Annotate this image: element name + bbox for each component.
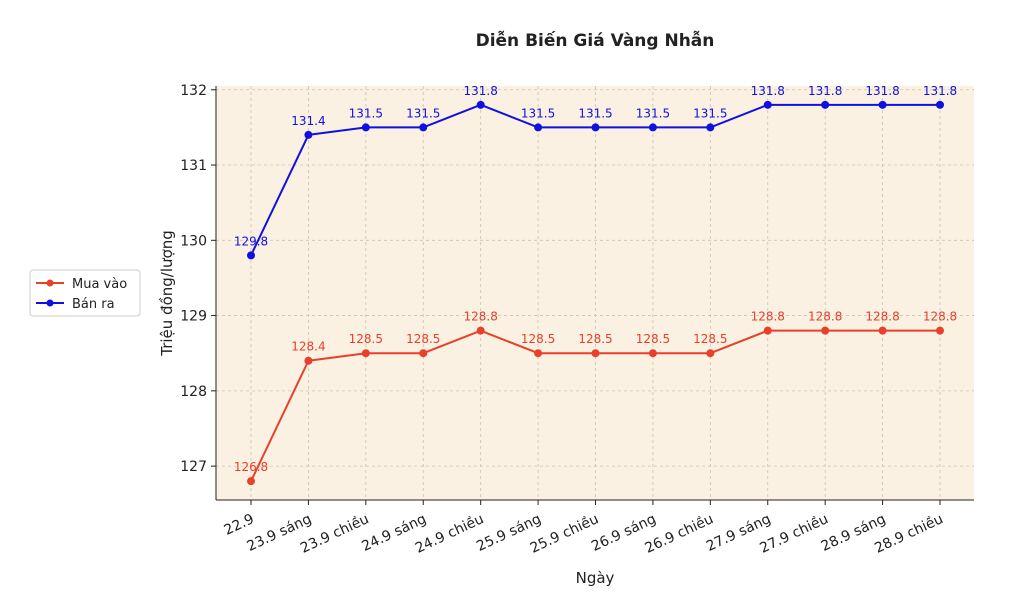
data-label: 131.8 xyxy=(751,84,785,98)
data-label: 128.5 xyxy=(406,332,440,346)
y-tick-label: 129 xyxy=(180,309,207,325)
data-label: 128.8 xyxy=(463,310,497,324)
legend-item-sell: Bán ra xyxy=(36,297,115,312)
data-point xyxy=(763,326,772,335)
y-tick-label: 128 xyxy=(180,384,207,400)
chart-title: Diễn Biến Giá Vàng Nhẫn xyxy=(476,29,715,51)
data-label: 126.8 xyxy=(234,460,268,474)
data-point xyxy=(821,100,830,109)
data-label: 128.5 xyxy=(521,332,555,346)
data-point xyxy=(763,100,772,109)
data-point xyxy=(247,477,255,486)
data-point xyxy=(878,326,887,335)
data-label: 131.5 xyxy=(636,106,670,120)
data-point xyxy=(648,349,657,358)
data-label: 131.8 xyxy=(808,84,842,98)
data-label: 128.8 xyxy=(751,310,785,324)
data-label: 128.5 xyxy=(349,332,383,346)
data-point xyxy=(476,326,485,335)
data-point xyxy=(591,123,600,132)
data-point xyxy=(648,123,657,132)
y-tick-label: 127 xyxy=(180,459,207,475)
data-point xyxy=(878,100,887,109)
data-point xyxy=(247,251,255,260)
y-axis-label: Triệu đồng/lượng xyxy=(158,230,176,356)
data-labels: 126.8 128.4 128.5 128.5 128.8 128.5 128.5 128.5… xyxy=(234,84,957,474)
data-label: 128.8 xyxy=(923,310,957,324)
grid-lines xyxy=(216,86,974,500)
x-tick-label: 22.9 xyxy=(222,511,257,539)
series-layer xyxy=(247,100,944,486)
data-label: 128.4 xyxy=(291,340,325,354)
data-point xyxy=(419,349,428,358)
data-label: 131.5 xyxy=(349,106,383,120)
data-label: 131.5 xyxy=(693,106,727,120)
y-tick-label: 130 xyxy=(180,233,207,249)
data-point xyxy=(706,349,715,358)
data-label: 131.5 xyxy=(578,106,612,120)
data-point xyxy=(936,100,944,109)
data-label: 131.5 xyxy=(406,106,440,120)
data-point xyxy=(706,123,715,132)
data-label: 131.5 xyxy=(521,106,555,120)
data-point xyxy=(419,123,428,132)
data-point xyxy=(361,123,370,132)
data-label: 128.5 xyxy=(693,332,727,346)
data-label: 128.8 xyxy=(808,310,842,324)
data-point xyxy=(304,356,313,365)
y-tick-label: 132 xyxy=(180,83,207,99)
legend-marker-buy xyxy=(46,279,54,287)
legend-marker-sell xyxy=(46,299,54,307)
data-label: 128.5 xyxy=(578,332,612,346)
data-point xyxy=(821,326,830,335)
legend-box xyxy=(29,269,141,317)
data-point xyxy=(591,349,600,358)
data-point xyxy=(534,123,543,132)
legend-label-buy: Mua vào xyxy=(72,277,127,292)
data-label: 128.5 xyxy=(636,332,670,346)
data-point xyxy=(361,349,370,358)
plot-area xyxy=(216,86,974,500)
data-label: 131.8 xyxy=(923,84,957,98)
data-point xyxy=(534,349,543,358)
data-label: 131.8 xyxy=(463,84,497,98)
data-label: 128.8 xyxy=(865,310,899,324)
data-label: 131.8 xyxy=(865,84,899,98)
data-point xyxy=(936,326,944,335)
data-label: 131.4 xyxy=(291,114,325,128)
data-label: 129.8 xyxy=(234,234,268,248)
y-tick-label: 131 xyxy=(180,158,207,174)
legend: Mua vào Bán ra xyxy=(29,269,141,317)
legend-item-buy: Mua vào xyxy=(36,277,127,292)
data-point xyxy=(476,100,485,109)
legend-label-sell: Bán ra xyxy=(72,297,115,312)
data-point xyxy=(304,130,313,139)
x-axis-label: Ngày xyxy=(576,569,615,587)
